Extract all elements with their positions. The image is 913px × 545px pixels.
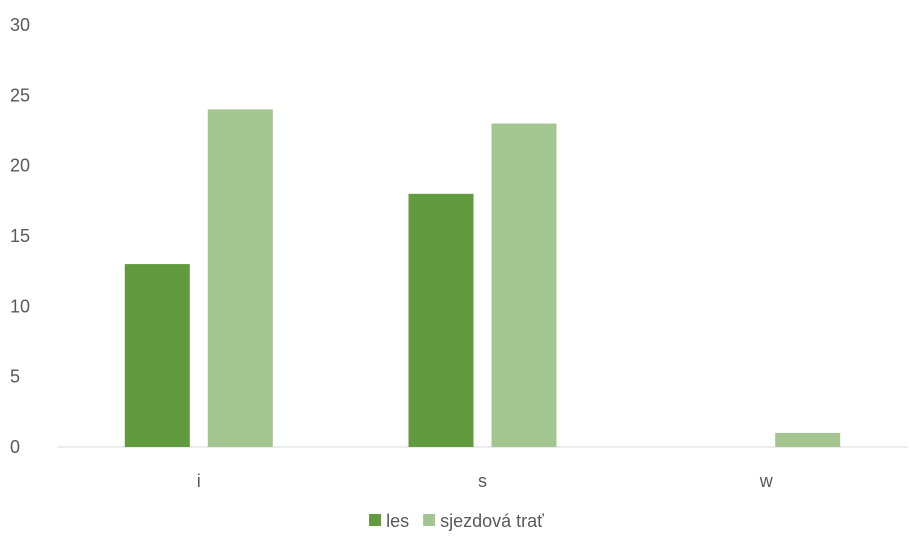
- legend-swatch: [423, 514, 436, 526]
- x-tick-label: w: [759, 471, 774, 491]
- y-tick-label: 15: [10, 226, 30, 246]
- x-tick-label: i: [197, 471, 201, 491]
- legend: les sjezdová trať: [369, 511, 544, 531]
- y-axis: 0 5 10 15 20 25 30: [10, 15, 30, 457]
- y-tick-label: 5: [10, 367, 20, 387]
- legend-label: les: [386, 511, 409, 531]
- legend-label: sjezdová trať: [440, 511, 544, 531]
- bar-sjezdová-trať-w: [775, 432, 841, 447]
- bar-sjezdová-trať-s: [491, 123, 557, 447]
- y-tick-label: 20: [10, 156, 30, 176]
- bars: [124, 109, 841, 448]
- bar-sjezdová-trať-i: [207, 109, 273, 448]
- y-tick-label: 30: [10, 15, 30, 35]
- y-tick-label: 25: [10, 85, 30, 105]
- bar-les-s: [408, 193, 474, 447]
- legend-swatch: [369, 514, 382, 526]
- bar-les-i: [124, 264, 190, 447]
- x-tick-label: s: [478, 471, 487, 491]
- y-tick-label: 10: [10, 296, 30, 316]
- y-tick-label: 0: [10, 437, 20, 457]
